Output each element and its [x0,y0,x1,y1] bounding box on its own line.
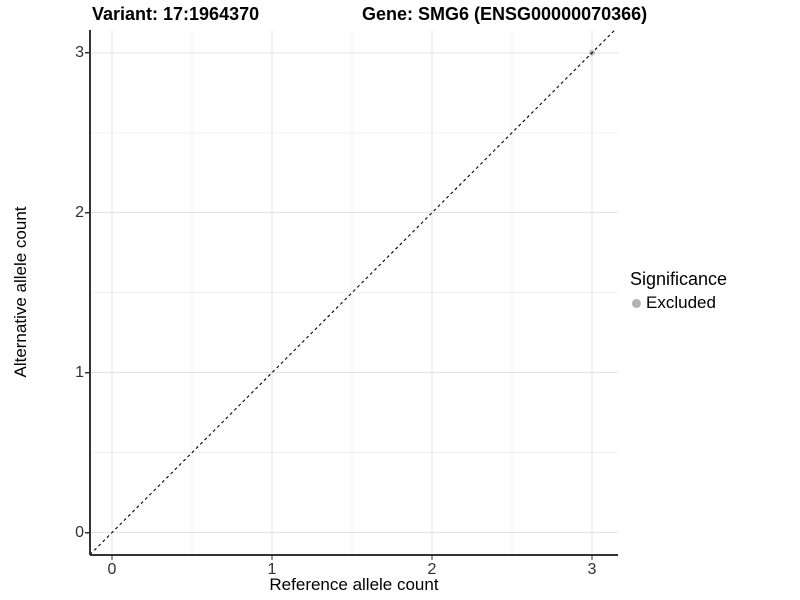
y-tick-label: 1 [75,363,84,381]
x-tick-label: 0 [107,561,117,578]
y-tick-label: 2 [75,203,84,221]
legend-point-icon [632,298,641,308]
legend-item-label: Excluded [646,293,716,312]
x-tick-label: 2 [427,561,437,578]
axis-lines [89,30,618,556]
legend-title: Significance [630,269,728,289]
y-tick-label: 0 [75,523,84,541]
x-axis-title: Reference allele count [269,575,439,594]
x-tick-label: 1 [267,561,277,578]
grid-major [90,30,618,555]
x-tick-label: 3 [587,561,597,578]
y-axis-title: Alternative allele count [11,206,30,378]
tick-marks [85,52,593,560]
identity-line [89,29,616,555]
plot-title-gene: Gene: SMG6 (ENSG00000070366) [362,4,648,24]
legend-item-excluded: Excluded [628,293,727,313]
plot-title-variant: Variant: 17:1964370 [92,4,260,24]
legend: Significance Excluded [628,269,727,313]
y-tick-label: 3 [75,43,84,61]
grid-minor [90,30,618,555]
